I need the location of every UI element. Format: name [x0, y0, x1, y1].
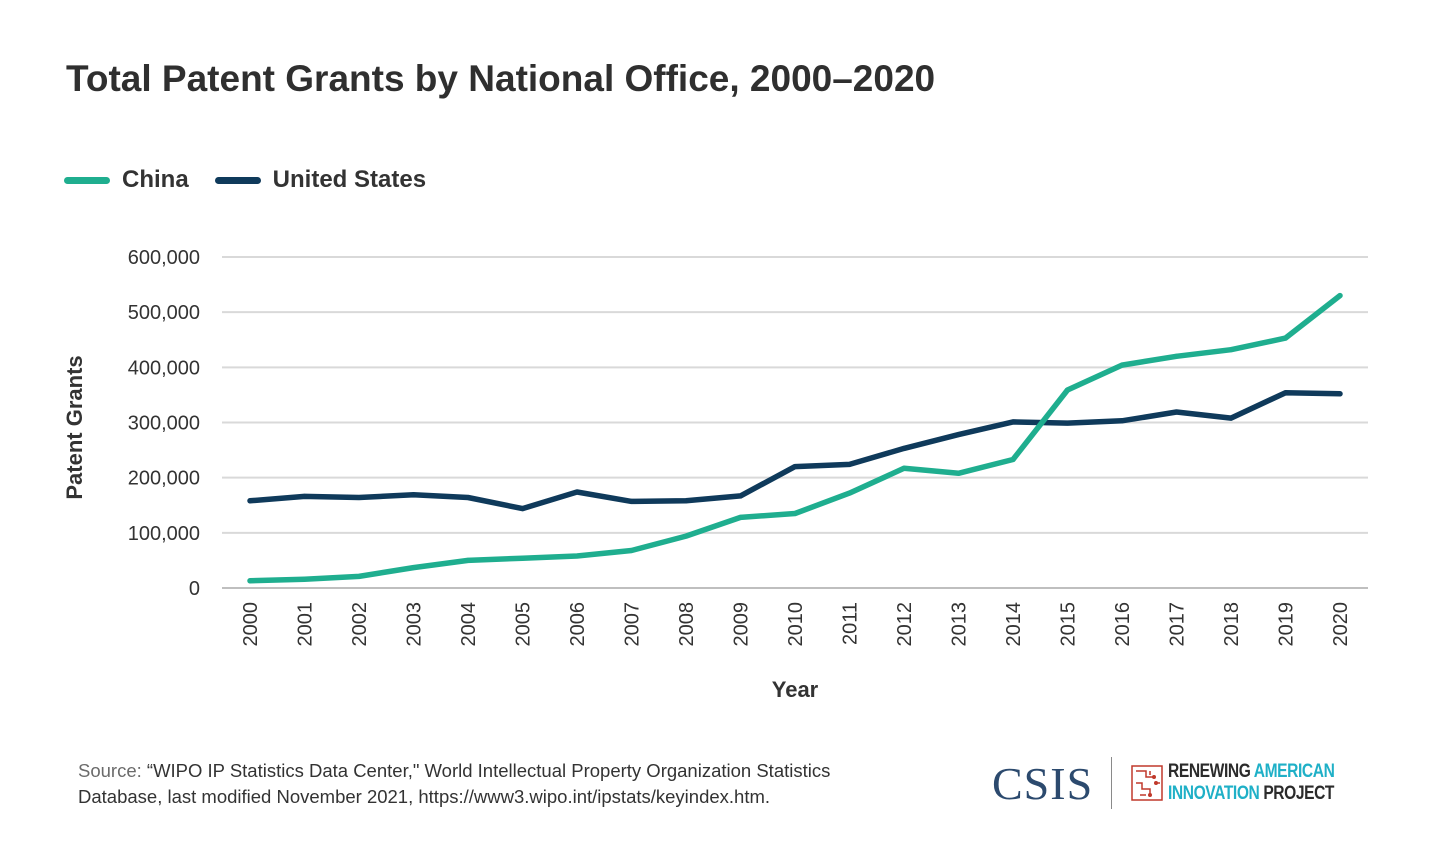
data-point-china: [574, 553, 580, 559]
source-note: Source: “WIPO IP Statistics Data Center,…: [78, 758, 878, 810]
x-tick-label: 2001: [295, 602, 317, 647]
legend-swatch-china: [64, 176, 110, 184]
data-point-china: [847, 490, 852, 496]
y-tick-label: 400,000: [128, 357, 200, 379]
x-tick-label: 2016: [1112, 602, 1134, 647]
x-tick-label: 2019: [1276, 602, 1298, 647]
data-point-china: [247, 578, 253, 584]
data-point-united-states: [792, 464, 798, 470]
csis-logo: CSIS: [992, 757, 1094, 809]
x-tick-label: 2014: [1003, 602, 1025, 647]
data-point-united-states: [847, 461, 852, 467]
x-tick-label: 2007: [622, 602, 644, 647]
y-axis-title: Patent Grants: [62, 355, 87, 499]
data-point-china: [901, 465, 907, 471]
data-point-china: [683, 533, 689, 539]
data-point-united-states: [520, 506, 525, 512]
data-point-united-states: [247, 498, 253, 504]
data-point-china: [1174, 353, 1179, 359]
chart-title: Total Patent Grants by National Office, …: [66, 58, 936, 99]
data-point-china: [356, 573, 362, 579]
data-point-united-states: [356, 495, 362, 501]
y-tick-label: 600,000: [128, 247, 200, 269]
x-tick-label: 2009: [731, 602, 753, 647]
data-point-united-states: [1174, 409, 1179, 415]
x-tick-label: 2000: [240, 602, 262, 647]
y-tick-label: 300,000: [128, 413, 200, 435]
x-tick-label: 2004: [458, 602, 480, 647]
data-point-united-states: [1228, 415, 1234, 421]
data-point-united-states: [302, 493, 307, 499]
y-tick-label: 200,000: [128, 468, 200, 490]
y-tick-label: 0: [189, 578, 200, 600]
data-point-united-states: [574, 489, 580, 495]
rai-word-project: PROJECT: [1263, 783, 1335, 804]
x-tick-label: 2018: [1221, 602, 1243, 647]
renewing-american-innovation-text: RENEWING AMERICAN INNOVATION PROJECT: [1168, 761, 1335, 805]
logo-divider: [1111, 757, 1113, 809]
x-tick-label: 2013: [949, 602, 971, 647]
data-point-united-states: [738, 493, 743, 499]
data-point-china: [629, 547, 634, 553]
data-point-united-states: [1337, 391, 1343, 397]
source-label: Source:: [78, 760, 142, 781]
data-point-united-states: [1010, 419, 1016, 425]
rai-word-american: AMERICAN: [1253, 761, 1335, 782]
circuit-icon: [1131, 765, 1163, 801]
data-point-united-states: [956, 432, 961, 438]
data-point-china: [1065, 387, 1070, 393]
x-tick-label: 2011: [840, 602, 862, 645]
data-point-china: [1228, 347, 1234, 353]
rai-word-renewing: RENEWING: [1168, 761, 1251, 782]
data-point-china: [792, 511, 798, 517]
data-point-united-states: [629, 498, 634, 504]
data-point-united-states: [901, 445, 907, 451]
x-tick-label: 2002: [349, 602, 371, 647]
x-tick-label: 2017: [1167, 602, 1189, 647]
x-axis-title: Year: [772, 677, 819, 702]
data-point-united-states: [411, 492, 416, 498]
legend-item-china: China: [64, 166, 189, 194]
data-point-china: [1119, 362, 1125, 368]
series-line-china: [247, 292, 1343, 584]
legend-label-united-states: United States: [272, 166, 427, 193]
data-point-china: [738, 514, 743, 520]
y-tick-label: 100,000: [128, 523, 200, 545]
x-tick-label: 2006: [567, 602, 589, 647]
logo-bar: CSIS RENEWING AMERICAN INNOVATION PROJEC…: [992, 755, 1371, 811]
data-point-united-states: [1283, 390, 1288, 396]
line-chart: 0 100,000 200,000 300,000 400,000 500,000 600,…: [62, 247, 1368, 702]
data-point-china: [465, 557, 471, 563]
legend-label-china: China: [122, 166, 189, 193]
data-point-china: [520, 555, 525, 561]
data-point-china: [302, 576, 307, 582]
x-tick-label: 2012: [894, 602, 916, 647]
renewing-american-innovation-logo: RENEWING AMERICAN INNOVATION PROJECT: [1130, 761, 1371, 805]
x-tick-label: 2015: [1058, 602, 1080, 647]
data-point-united-states: [1119, 418, 1125, 424]
rai-word-innovation: INNOVATION: [1168, 783, 1260, 804]
y-tick-label: 500,000: [128, 302, 200, 324]
data-point-united-states: [465, 495, 471, 501]
chart-legend: China United States: [64, 166, 452, 194]
x-tick-label: 2010: [785, 602, 807, 647]
data-point-china: [1283, 335, 1288, 341]
legend-item-united-states: United States: [214, 166, 427, 194]
x-tick-label: 2005: [513, 602, 535, 647]
data-point-united-states: [683, 498, 689, 504]
x-tick-label: 2008: [676, 602, 698, 647]
data-point-united-states: [1065, 420, 1070, 426]
data-point-china: [1337, 293, 1343, 299]
source-text: “WIPO IP Statistics Data Center," World …: [78, 760, 831, 807]
legend-swatch-united-states: [214, 176, 261, 184]
data-point-china: [411, 565, 416, 571]
x-tick-label: 2020: [1330, 602, 1352, 647]
data-point-china: [956, 470, 961, 476]
x-tick-label: 2003: [404, 602, 426, 647]
data-point-china: [1010, 456, 1016, 462]
